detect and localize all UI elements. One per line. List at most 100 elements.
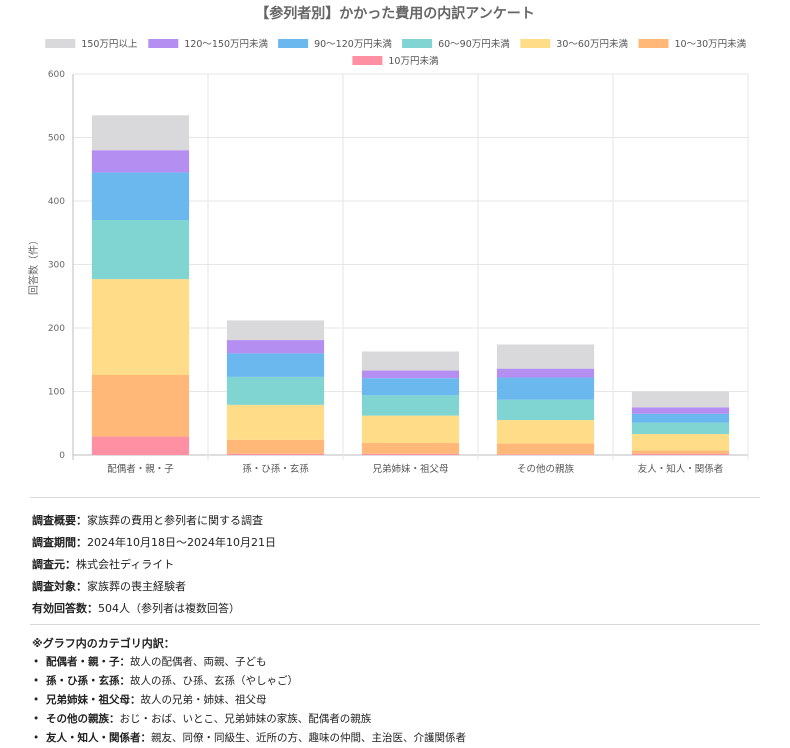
bar-segment bbox=[226, 404, 325, 440]
chart-legend: 150万円以上 120〜150万円未満 90〜120万円未満 60〜90万円未満 30〜… bbox=[45, 38, 747, 67]
category-note-label: 友人・知人・関係者： bbox=[46, 732, 151, 744]
category-note-item: 配偶者・親・子：故人の配偶者、両親、子ども bbox=[32, 653, 466, 672]
bar-segment bbox=[226, 453, 325, 455]
x-tick-label: 兄弟姉妹・祖父母 bbox=[372, 463, 448, 475]
bar-segment bbox=[91, 115, 190, 151]
legend-label: 90〜120万円未満 bbox=[314, 38, 392, 50]
survey-responses: 有効回答数：504人（参列者は複数回答） bbox=[32, 602, 240, 616]
x-tick-label: その他の親族 bbox=[517, 463, 575, 475]
bar-segment bbox=[361, 395, 460, 416]
survey-period-value: 2024年10月18日〜2024年10月21日 bbox=[87, 536, 276, 549]
survey-period-label: 調査期間： bbox=[32, 536, 87, 549]
bar-segment bbox=[496, 399, 595, 421]
category-note-list: 配偶者・親・子：故人の配偶者、両親、子ども 孫・ひ孫・玄孫：故人の孫、ひ孫、玄孫… bbox=[32, 653, 466, 748]
y-axis-label: 回答数（件） bbox=[27, 235, 40, 295]
bar-segment bbox=[361, 453, 460, 455]
survey-target: 調査対象：家族葬の喪主経験者 bbox=[32, 580, 186, 594]
bar-segment bbox=[91, 172, 190, 221]
survey-source: 調査元：株式会社ディライト bbox=[32, 558, 174, 572]
legend-swatch bbox=[148, 39, 179, 48]
bar-segment bbox=[226, 376, 325, 405]
bar-segment bbox=[631, 391, 730, 408]
legend-label: 10〜30万円未満 bbox=[675, 38, 747, 50]
legend-swatch bbox=[278, 39, 309, 48]
bar-segment bbox=[631, 450, 730, 454]
survey-overview-value: 家族葬の費用と参列者に関する調査 bbox=[87, 514, 263, 527]
bar-segment bbox=[496, 420, 595, 444]
category-note-item: 孫・ひ孫・玄孫：故人の孫、ひ孫、玄孫（やしゃご） bbox=[32, 672, 466, 691]
bar-segment bbox=[496, 454, 595, 455]
category-note-item: 兄弟姉妹・祖父母：故人の兄弟・姉妹、祖父母 bbox=[32, 691, 466, 710]
survey-overview-label: 調査概要： bbox=[32, 514, 87, 527]
bar-segment bbox=[631, 422, 730, 435]
bar-segment bbox=[226, 353, 325, 377]
bar-segment bbox=[631, 413, 730, 423]
legend-swatch bbox=[520, 39, 551, 48]
chart-axes: 0 100 200 300 400 500 600 配偶者・親・子 孫・ひ孫・玄孫 兄弟姉妹・祖父… bbox=[48, 70, 723, 475]
bar-segment bbox=[496, 443, 595, 455]
legend-label: 60〜90万円未満 bbox=[438, 38, 510, 50]
category-note-value: 故人の兄弟・姉妹、祖父母 bbox=[140, 694, 267, 706]
category-note-label: 配偶者・親・子： bbox=[46, 656, 130, 668]
survey-responses-value: 504人（参列者は複数回答） bbox=[98, 602, 240, 615]
y-tick-label: 400 bbox=[48, 197, 65, 207]
survey-overview: 調査概要：家族葬の費用と参列者に関する調査 bbox=[32, 514, 263, 528]
bar-segment bbox=[226, 439, 325, 454]
divider-top bbox=[30, 497, 760, 498]
legend-swatch bbox=[638, 39, 669, 48]
category-note-value: 故人の配偶者、両親、子ども bbox=[130, 656, 267, 668]
y-tick-label: 600 bbox=[48, 70, 65, 80]
bar-segment bbox=[496, 368, 595, 378]
bar-segment bbox=[631, 434, 730, 451]
survey-source-label: 調査元： bbox=[32, 558, 76, 571]
survey-responses-label: 有効回答数： bbox=[32, 602, 98, 615]
category-note-label: 孫・ひ孫・玄孫： bbox=[46, 675, 130, 687]
divider-bottom bbox=[30, 624, 760, 625]
bar-segment bbox=[631, 453, 730, 455]
legend-label: 30〜60万円未満 bbox=[556, 38, 628, 50]
category-note-value: おじ・おば、いとこ、兄弟姉妹の家族、配偶者の親族 bbox=[119, 713, 372, 725]
category-note-value: 故人の孫、ひ孫、玄孫（やしゃご） bbox=[130, 675, 298, 687]
bar-segment bbox=[631, 407, 730, 414]
survey-source-value: 株式会社ディライト bbox=[76, 558, 175, 571]
bar-segment bbox=[91, 150, 190, 173]
y-tick-label: 500 bbox=[48, 134, 65, 144]
chart-title: 【参列者別】かかった費用の内訳アンケート bbox=[255, 5, 534, 22]
y-tick-label: 0 bbox=[59, 451, 65, 461]
x-tick-label: 友人・知人・関係者 bbox=[638, 463, 724, 475]
bar-segment bbox=[361, 370, 460, 379]
x-tick-label: 配偶者・親・子 bbox=[107, 463, 174, 475]
y-tick-label: 200 bbox=[48, 324, 65, 334]
bar-segment bbox=[226, 340, 325, 354]
bar-segment bbox=[91, 220, 190, 280]
category-note-title: ※グラフ内のカテゴリ内訳： bbox=[32, 637, 175, 650]
survey-period: 調査期間：2024年10月18日〜2024年10月21日 bbox=[32, 536, 276, 550]
y-tick-label: 100 bbox=[48, 388, 65, 398]
legend-label: 120〜150万円未満 bbox=[184, 38, 268, 50]
category-note-label: その他の親族： bbox=[46, 713, 120, 725]
category-note-label: 兄弟姉妹・祖父母： bbox=[46, 694, 141, 706]
legend-swatch bbox=[402, 39, 433, 48]
bar-segment bbox=[91, 436, 190, 455]
bar-segment bbox=[91, 279, 190, 375]
bar-segment bbox=[361, 351, 460, 371]
bar-segment bbox=[496, 344, 595, 369]
bar-segment bbox=[496, 377, 595, 400]
category-note-item: 友人・知人・関係者：親友、同僚・同級生、近所の方、趣味の仲間、主治医、介護関係者 bbox=[32, 729, 466, 748]
bar-segment bbox=[361, 415, 460, 443]
legend-swatch bbox=[352, 56, 383, 65]
bar-segment bbox=[226, 320, 325, 341]
bar-segment bbox=[361, 442, 460, 454]
y-tick-label: 300 bbox=[48, 261, 65, 271]
category-note-item: その他の親族：おじ・おば、いとこ、兄弟姉妹の家族、配偶者の親族 bbox=[32, 710, 466, 729]
stacked-bar-chart: 【参列者別】かかった費用の内訳アンケート 150万円以上 120〜150万円未満 9… bbox=[27, 5, 749, 475]
legend-label: 150万円以上 bbox=[81, 39, 138, 50]
legend-swatch bbox=[45, 39, 76, 48]
bar-segment bbox=[91, 374, 190, 437]
bar-segment bbox=[361, 378, 460, 396]
chart-bars bbox=[91, 115, 730, 455]
survey-target-label: 調査対象： bbox=[32, 580, 87, 593]
legend-label: 10万円未満 bbox=[388, 55, 439, 67]
category-note-value: 親友、同僚・同級生、近所の方、趣味の仲間、主治医、介護関係者 bbox=[151, 732, 466, 744]
x-tick-label: 孫・ひ孫・玄孫 bbox=[242, 463, 309, 475]
